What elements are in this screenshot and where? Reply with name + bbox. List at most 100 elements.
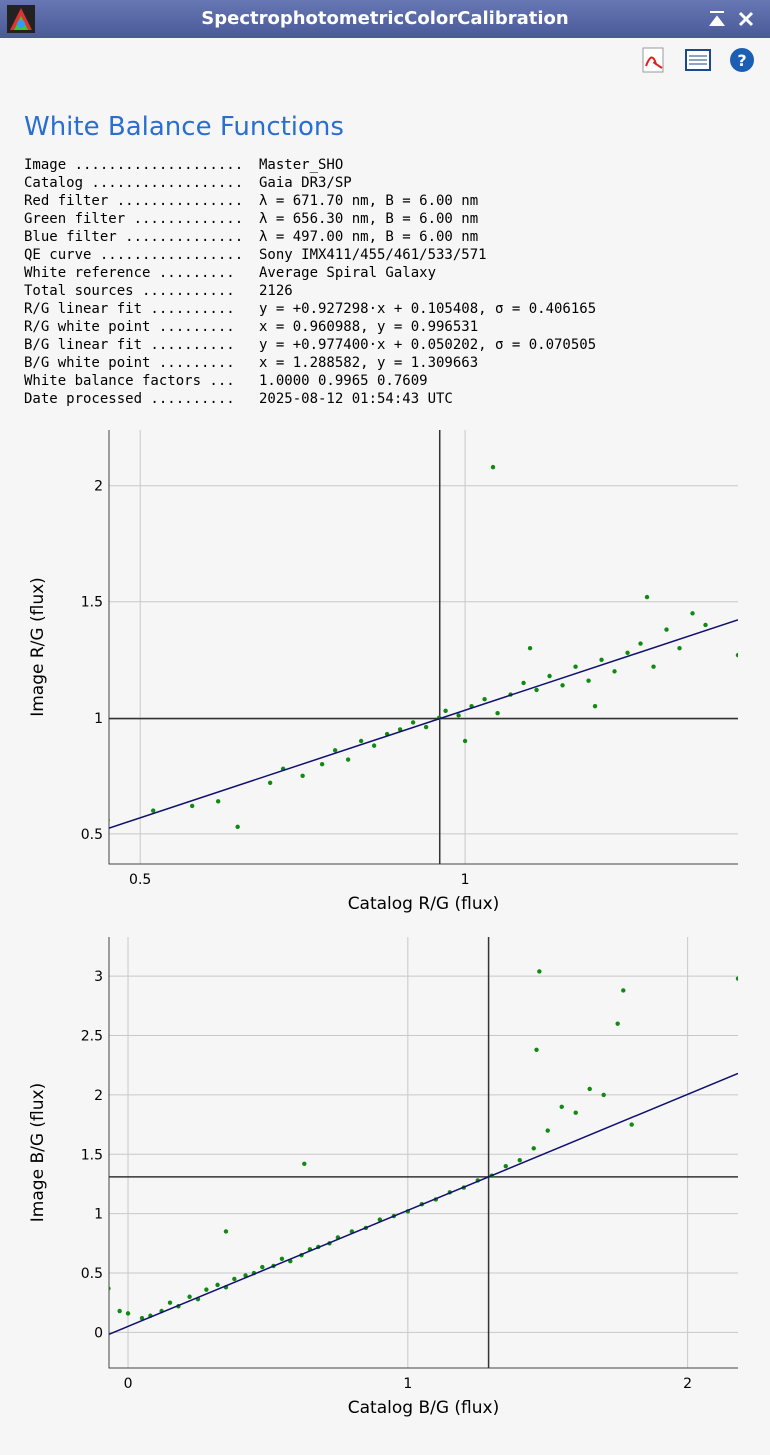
data-point (482, 697, 487, 702)
window-title: SpectrophotometricColorCalibration (201, 8, 569, 29)
data-point (527, 645, 533, 651)
info-label: Blue filter .............. (24, 229, 243, 245)
info-value: λ = 671.70 nm, B = 6.00 nm (259, 193, 478, 209)
data-point (735, 652, 738, 658)
data-point (397, 727, 403, 732)
info-label: B/G white point ......... (24, 355, 235, 371)
y-tick-label: 1.5 (81, 1147, 103, 1163)
info-value: 2126 (259, 283, 293, 299)
data-point (495, 710, 500, 716)
data-point (215, 1282, 220, 1288)
x-tick-label: 0 (124, 1376, 133, 1392)
title-bar: SpectrophotometricColorCalibration (0, 0, 770, 38)
svg-text:?: ? (737, 51, 746, 70)
info-value: Gaia DR3/SP (259, 175, 352, 191)
shade-button[interactable] (709, 11, 725, 26)
data-point (664, 627, 669, 632)
x-tick-label: 0.5 (129, 872, 151, 888)
data-point (260, 1264, 265, 1270)
data-point (215, 799, 221, 804)
info-value: λ = 656.30 nm, B = 6.00 nm (259, 211, 478, 227)
charts: 0.5 1 0.5 1 1.5 2 Catalog R/G (flux) Image R/G … (28, 430, 738, 1418)
axes (108, 937, 738, 1369)
data-point (601, 1092, 606, 1098)
data-point (267, 780, 273, 785)
info-label: Green filter ............. (24, 211, 243, 227)
info-label: B/G linear fit .......... (24, 337, 235, 353)
y-tick-label: 1 (94, 1207, 103, 1223)
data-point (651, 664, 656, 669)
heading: White Balance Functions (24, 112, 344, 142)
data-point (232, 1276, 237, 1282)
info-value: x = 1.288582, y = 1.309663 (259, 355, 478, 371)
info-value: 2025-08-12 01:54:43 UTC (259, 391, 453, 407)
info-value: 1.0000 0.9965 0.7609 (259, 373, 428, 389)
data-point (638, 641, 643, 646)
data-point (377, 1217, 383, 1222)
data-point (599, 657, 604, 662)
info-label: Red filter ............... (24, 193, 243, 209)
x-axis-label: Catalog R/G (flux) (348, 894, 500, 914)
data-point (547, 673, 552, 679)
table-button[interactable] (685, 49, 711, 71)
data-point (223, 1229, 229, 1234)
data-point (319, 762, 325, 767)
help-button[interactable]: ? (730, 48, 754, 72)
points (109, 464, 738, 830)
data-point (534, 1047, 539, 1052)
plot-area (109, 430, 738, 864)
data-point (300, 773, 305, 779)
data-point (703, 622, 708, 628)
data-point (187, 1294, 192, 1299)
data-point (644, 594, 650, 600)
data-point (204, 1287, 209, 1292)
pdf-button[interactable] (642, 47, 664, 73)
info-label: Image .................... (24, 157, 243, 173)
data-point (117, 1308, 122, 1314)
x-tick-label: 2 (683, 1376, 692, 1392)
info-value: y = +0.977400·x + 0.050202, σ = 0.070505 (259, 337, 596, 353)
data-point (358, 738, 364, 744)
y-tick-label: 0 (94, 1325, 103, 1341)
data-point (503, 1163, 508, 1169)
info-list: Image .................... Master_SHO Cata… (24, 157, 596, 407)
data-point (150, 808, 156, 813)
data-point (109, 1286, 111, 1291)
close-button[interactable] (738, 11, 754, 27)
y-tick-label: 2 (94, 1088, 103, 1104)
info-value: y = +0.927298·x + 0.105408, σ = 0.406165 (259, 301, 596, 317)
fit-line (109, 1072, 738, 1336)
info-value: λ = 497.00 nm, B = 6.00 nm (259, 229, 478, 245)
y-tick-label: 2 (94, 479, 103, 495)
y-tick-label: 3 (94, 969, 103, 985)
info-label: Catalog .................. (24, 175, 243, 191)
data-point (573, 664, 578, 669)
info-value: Average Spiral Galaxy (259, 265, 436, 281)
data-point (534, 687, 539, 693)
data-point (490, 464, 496, 470)
data-point (592, 703, 598, 709)
points (109, 969, 738, 1321)
data-point (625, 650, 630, 656)
y-tick-label: 1.5 (81, 595, 103, 611)
x-tick-label: 1 (403, 1376, 412, 1392)
data-point (125, 1311, 131, 1316)
data-point (332, 748, 338, 753)
y-tick-label: 2.5 (81, 1029, 103, 1045)
data-point (462, 738, 468, 744)
y-tick-label: 0.5 (81, 1266, 103, 1282)
info-value: x = 0.960988, y = 0.996531 (259, 319, 478, 335)
info-label: White balance factors ... (24, 373, 235, 389)
data-point (560, 683, 565, 688)
info-label: QE curve ................. (24, 247, 243, 263)
data-point (345, 757, 351, 762)
data-point (517, 1158, 522, 1163)
report: ? White Balance Functions Image ........… (0, 38, 770, 1455)
data-point (235, 824, 240, 830)
plot-area (109, 937, 738, 1368)
info-label: Date processed .......... (24, 391, 235, 407)
info-label: R/G linear fit .......... (24, 301, 235, 317)
data-point (537, 969, 542, 974)
data-point (559, 1104, 564, 1109)
